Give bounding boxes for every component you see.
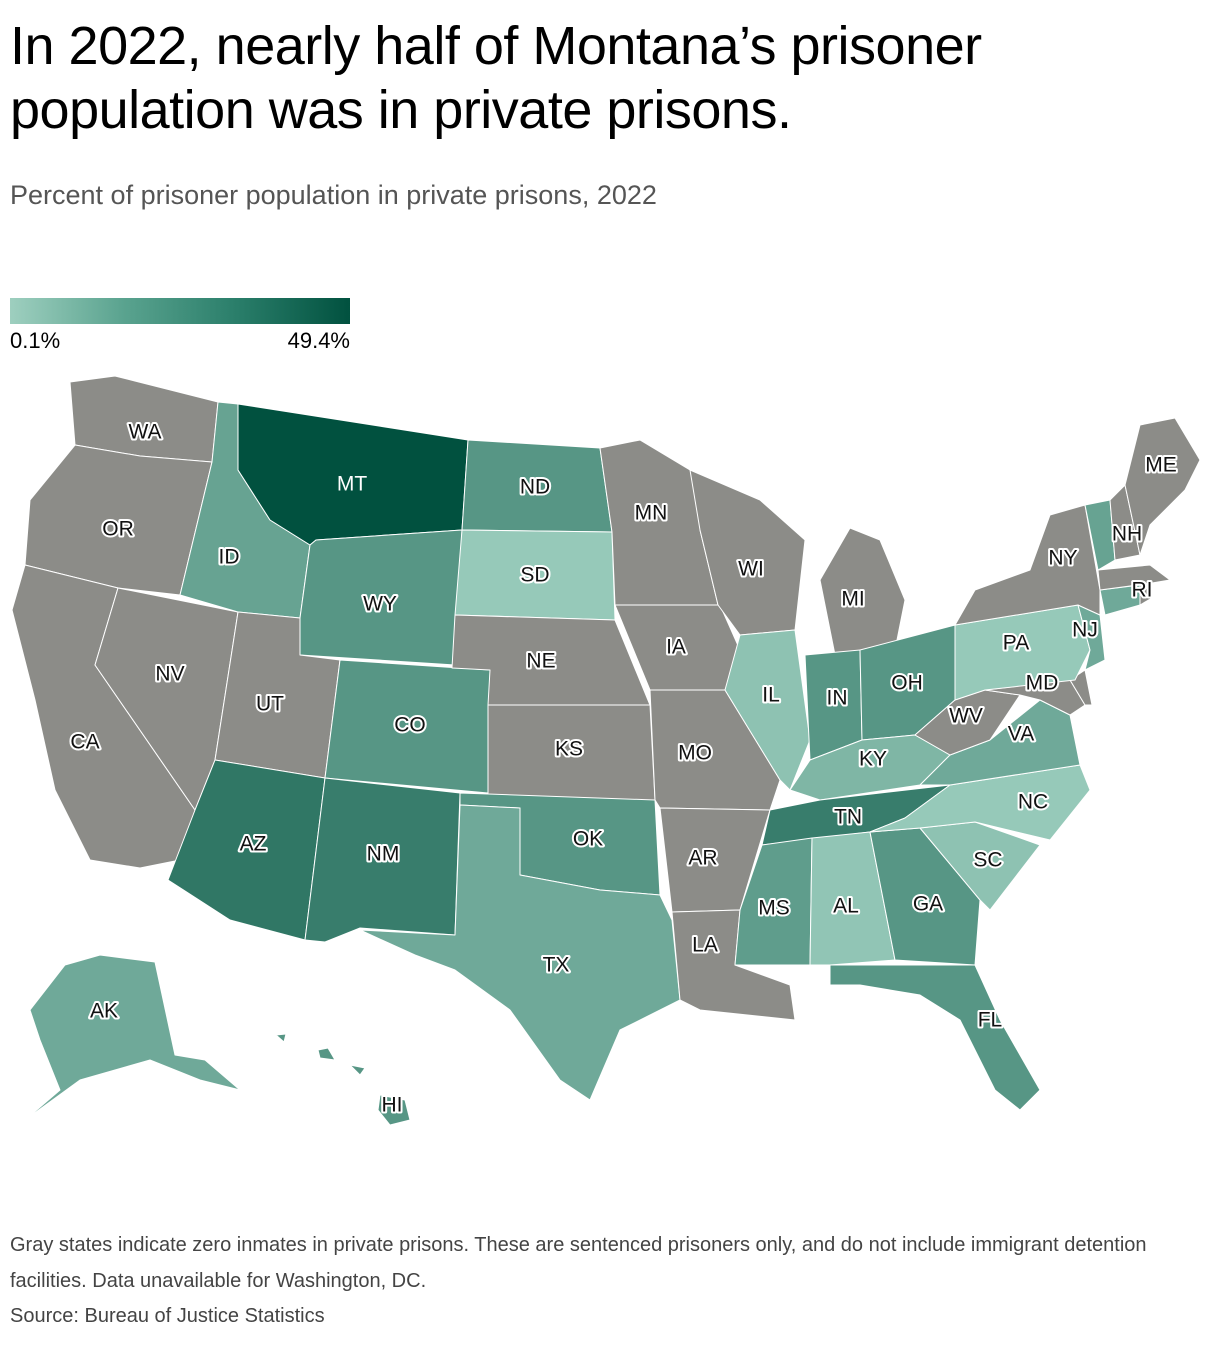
state-label-mi: MI — [841, 588, 864, 611]
state-ms — [734, 837, 813, 966]
state-ak — [24, 954, 241, 1121]
state-label-ca: CA — [70, 731, 99, 754]
state-label-nc: NC — [1018, 791, 1048, 814]
state-label-la: LA — [692, 934, 718, 957]
legend-min-label: 0.1% — [10, 328, 61, 353]
state-label-nd: ND — [520, 476, 550, 499]
state-label-ia: IA — [666, 636, 686, 659]
chart-subtitle: Percent of prisoner population in privat… — [10, 180, 657, 210]
state-label-me: ME — [1145, 454, 1177, 477]
state-label-mn: MN — [635, 502, 668, 525]
state-label-ny: NY — [1048, 547, 1077, 570]
state-label-in: IN — [827, 687, 848, 710]
color-legend: 0.1% 49.4% — [10, 298, 350, 358]
state-hi — [275, 1033, 411, 1126]
state-label-nv: NV — [155, 663, 184, 686]
state-label-ne: NE — [526, 650, 555, 673]
state-label-az: AZ — [240, 833, 267, 856]
state-label-hi: HI — [382, 1094, 403, 1117]
state-label-mt: MT — [337, 473, 367, 496]
state-label-nh: NH — [1112, 523, 1142, 546]
state-or — [24, 444, 213, 596]
state-label-pa: PA — [1003, 632, 1029, 655]
state-label-sc: SC — [973, 849, 1002, 872]
state-label-ak: AK — [90, 1000, 118, 1023]
state-label-ut: UT — [256, 693, 284, 716]
state-tx — [359, 804, 681, 1101]
state-label-md: MD — [1026, 672, 1059, 695]
state-label-id: ID — [219, 546, 240, 569]
chart-title: In 2022, nearly half of Montana’s prison… — [10, 16, 982, 140]
state-label-va: VA — [1008, 723, 1034, 746]
state-me — [1124, 417, 1201, 556]
state-label-ky: KY — [859, 748, 887, 771]
state-label-wy: WY — [363, 593, 397, 616]
state-fl — [829, 964, 1041, 1111]
state-label-ga: GA — [913, 893, 943, 916]
state-label-wa: WA — [128, 421, 161, 444]
state-label-wv: WV — [949, 705, 983, 728]
state-label-wi: WI — [738, 558, 764, 581]
state-label-ar: AR — [688, 847, 717, 870]
state-label-co: CO — [394, 714, 426, 737]
state-label-tx: TX — [543, 954, 570, 977]
us-choropleth-map: WA OR CA NV ID MT WY UT AZ CO NM ND SD N… — [11, 375, 1201, 1126]
state-ma — [1097, 564, 1171, 591]
state-label-ok: OK — [573, 828, 603, 851]
state-label-nj: NJ — [1072, 619, 1098, 642]
state-label-tn: TN — [834, 806, 862, 829]
state-label-ri: RI — [1132, 579, 1153, 602]
state-label-fl: FL — [978, 1009, 1003, 1032]
source-note: Source: Bureau of Justice Statistics — [10, 1305, 325, 1327]
state-label-mo: MO — [678, 742, 712, 765]
state-label-il: IL — [762, 684, 780, 707]
state-label-sd: SD — [520, 564, 549, 587]
state-al — [809, 831, 896, 966]
state-label-al: AL — [833, 895, 859, 918]
legend-max-label: 49.4% — [287, 328, 350, 353]
legend-gradient-bar — [10, 298, 350, 324]
footnote: Gray states indicate zero inmates in pri… — [10, 1234, 1147, 1292]
state-label-ks: KS — [555, 738, 583, 761]
state-label-oh: OH — [891, 672, 923, 695]
state-label-or: OR — [102, 518, 134, 541]
state-label-nm: NM — [367, 843, 400, 866]
state-label-ms: MS — [758, 897, 790, 920]
